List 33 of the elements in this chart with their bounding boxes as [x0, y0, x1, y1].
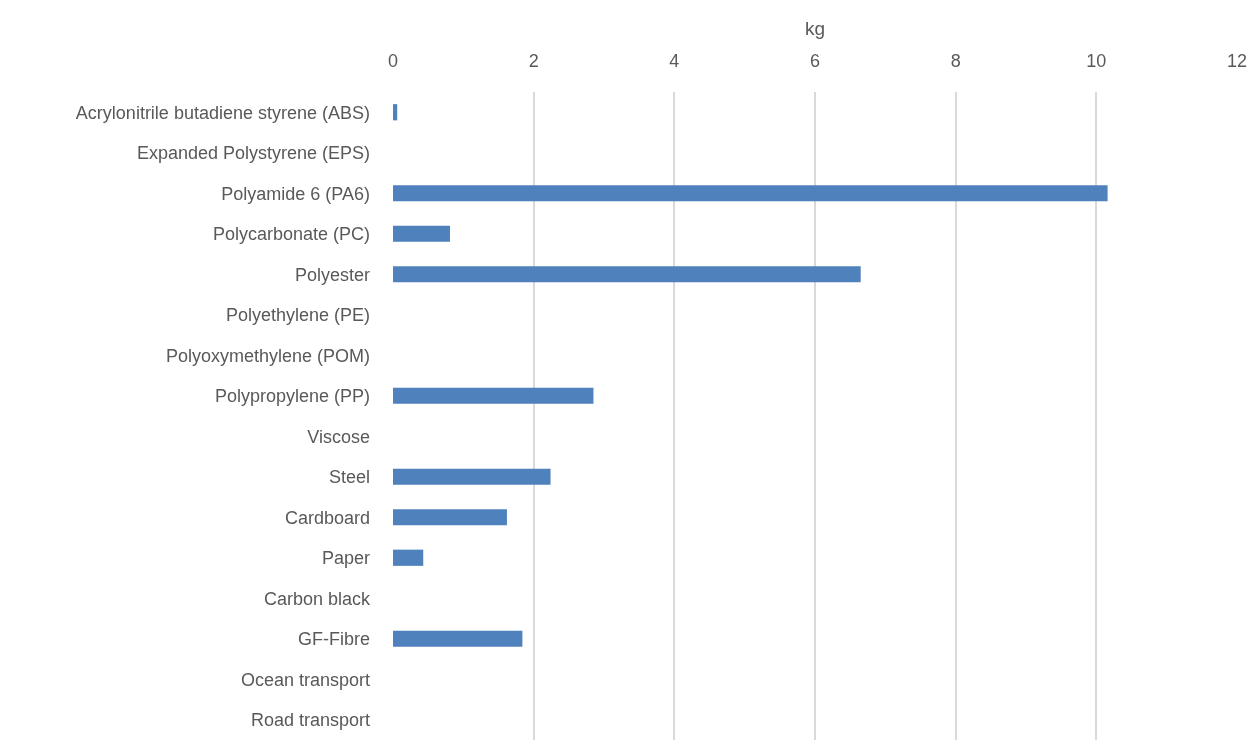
bar — [393, 387, 594, 404]
y-tick-label: Expanded Polystyrene (EPS) — [136, 143, 370, 164]
y-tick-label: Road transport — [250, 710, 370, 731]
y-tick-label: Polyethylene (PE) — [225, 305, 370, 326]
y-tick-label: GF-Fibre — [298, 629, 370, 650]
bar — [393, 225, 450, 242]
y-tick-label: Polypropylene (PP) — [214, 386, 370, 407]
x-tick-label: 4 — [669, 51, 680, 72]
bar — [393, 266, 861, 283]
bar — [393, 468, 551, 485]
bar — [393, 185, 1108, 202]
y-tick-label: Ocean transport — [240, 669, 370, 690]
y-tick-label: Acrylonitrile butadiene styrene (ABS) — [75, 102, 370, 123]
y-tick-label: Carbon black — [263, 588, 371, 609]
y-tick-label: Polyester — [294, 264, 370, 285]
x-tick-label: 2 — [528, 51, 539, 72]
x-tick-label: 6 — [809, 51, 821, 72]
bar — [393, 509, 507, 526]
x-tick-label: 10 — [1086, 51, 1107, 72]
y-tick-label: Viscose — [307, 426, 370, 447]
y-tick-label: Polyamide 6 (PA6) — [221, 183, 370, 204]
bar — [393, 104, 398, 121]
y-tick-label: Cardboard — [284, 507, 370, 528]
bar — [393, 630, 523, 647]
y-tick-label: Paper — [321, 548, 370, 569]
y-tick-label: Steel — [328, 467, 370, 488]
x-tick-label: 12 — [1226, 51, 1248, 72]
x-axis-title: kg — [804, 18, 826, 40]
x-tick-label: 8 — [950, 51, 961, 72]
x-tick-label: 0 — [387, 51, 399, 72]
y-tick-label: Polycarbonate (PC) — [212, 224, 370, 245]
y-tick-label: Polyoxymethylene (POM) — [165, 345, 370, 366]
bar — [393, 549, 424, 566]
